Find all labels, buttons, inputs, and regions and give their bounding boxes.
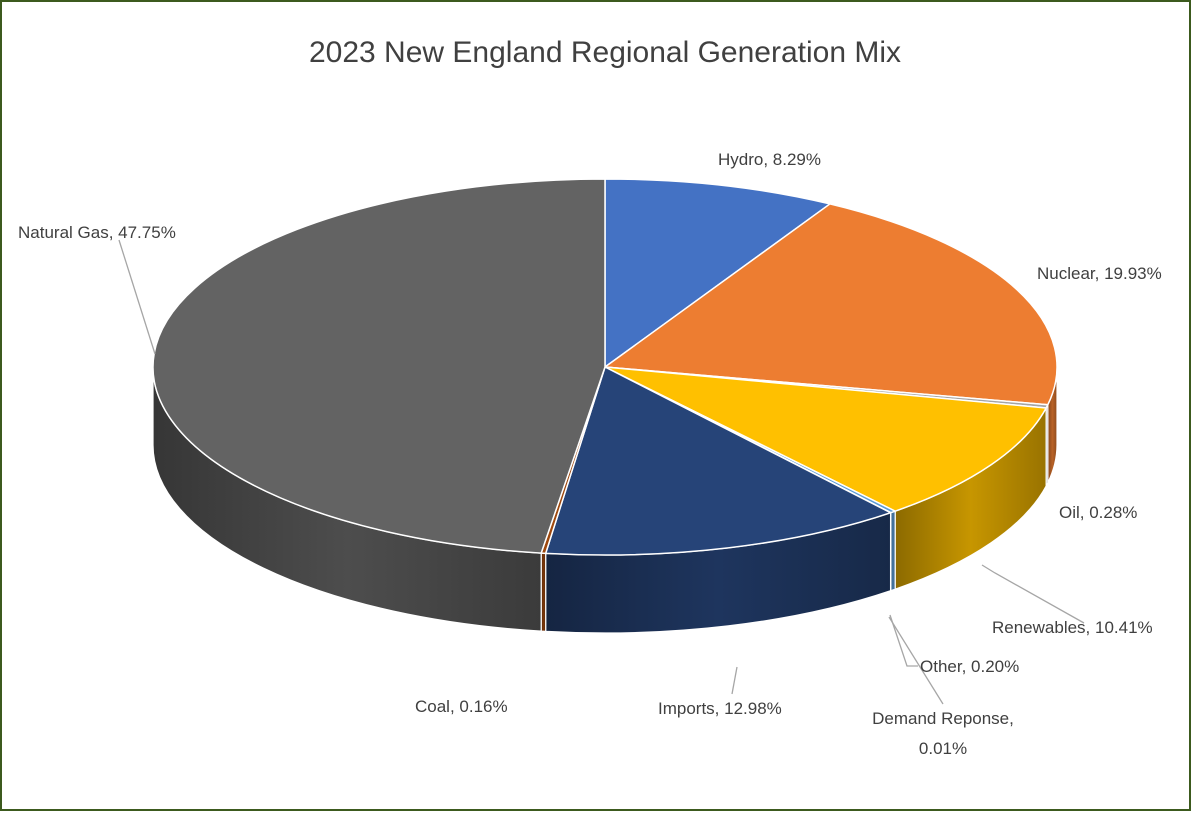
leader-line-imports <box>732 667 737 694</box>
data-label-nuclear: Nuclear, 19.93% <box>1037 264 1162 283</box>
leader-line-renewables <box>982 565 1084 623</box>
leader-line-natural-gas <box>119 240 155 354</box>
data-label-demand-reponse: Demand Reponse,0.01% <box>872 709 1014 758</box>
data-label-coal: Coal, 0.16% <box>415 697 508 716</box>
data-label-natural-gas: Natural Gas, 47.75% <box>18 223 176 242</box>
data-label-hydro: Hydro, 8.29% <box>718 150 821 169</box>
slice-side-coal <box>541 553 546 631</box>
data-label-other: Other, 0.20% <box>920 657 1019 676</box>
data-label-renewables: Renewables, 10.41% <box>992 618 1153 637</box>
pie-tops <box>153 179 1057 555</box>
data-label-oil: Oil, 0.28% <box>1059 503 1137 522</box>
slice-side-other <box>891 511 895 591</box>
chart-title: 2023 New England Regional Generation Mix <box>309 36 901 69</box>
data-label-imports: Imports, 12.98% <box>658 699 782 718</box>
